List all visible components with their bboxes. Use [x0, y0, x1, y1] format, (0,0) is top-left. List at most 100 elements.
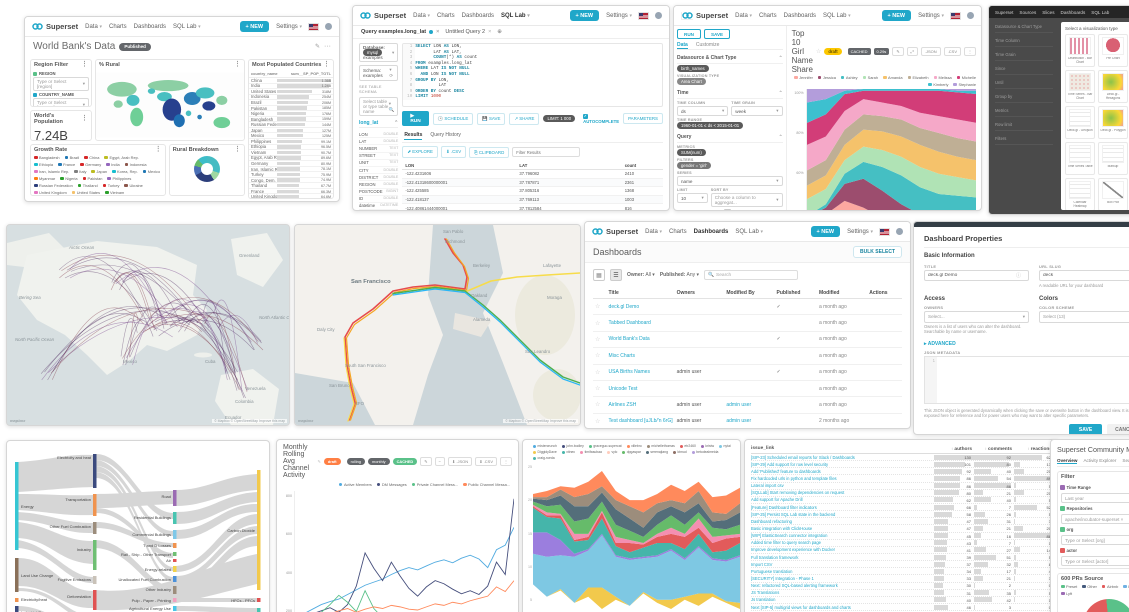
edit-icon[interactable]: ✎ [892, 47, 904, 56]
col-header[interactable]: sum__SP_POP_TOTL [290, 71, 331, 76]
viz-type-card[interactable]: Deck.gl - Hexagons [1098, 70, 1128, 103]
legend-item[interactable]: ktmud [672, 450, 687, 454]
col-modified[interactable]: Modified [816, 287, 868, 299]
legend-item[interactable]: vylc [606, 450, 617, 454]
mapbox-logo[interactable]: mapbox [10, 418, 26, 423]
favorite-star-icon[interactable]: ☆ [595, 386, 601, 393]
favorite-star-icon[interactable]: ☆ [595, 336, 601, 343]
table-row[interactable]: Germany 80.9M [249, 160, 333, 167]
more-icon[interactable]: ⋮ [500, 457, 512, 466]
country-select[interactable]: Type or Select [country]▾ [33, 98, 89, 106]
arc-map[interactable] [7, 225, 289, 425]
favorite-star-icon[interactable]: ☆ [595, 418, 601, 425]
table-row[interactable]: Bangladesh 159M [249, 116, 333, 123]
new-button[interactable]: + NEW [239, 21, 270, 32]
issue-row[interactable]: [SECURITY] Integration - Phase 1 33 21 3 [751, 575, 1052, 583]
metric-chip[interactable]: SUM(num) [677, 149, 706, 156]
legend-item[interactable]: Japan [91, 169, 107, 174]
dashboard-link[interactable]: World Bank's Data [608, 336, 650, 343]
table-row[interactable]: Vietnam 90.7M [249, 149, 333, 156]
favorite-star-icon[interactable]: ☆ [595, 353, 601, 360]
dashboard-link[interactable]: Test dashboard [uJLb/'n 6rG] [608, 418, 673, 425]
nav-item-sqllab[interactable]: SQL Lab ▾ [173, 23, 201, 30]
clipboard-button[interactable]: ⎘ CLIPBOARD [469, 146, 510, 158]
settings-menu[interactable]: Settings ▾ [918, 12, 944, 19]
legend-item[interactable]: timifasubaa [580, 450, 602, 454]
download-json-button[interactable]: ⬇ .JSON [447, 457, 473, 466]
settings-menu[interactable]: Settings ▾ [606, 12, 632, 19]
legend-item[interactable]: Public Channel Messa... [463, 482, 510, 487]
prs-source-pie-chart[interactable]: Dropbox: 82 (13.67%) Airbnb: 88 (14.67%)… [1083, 599, 1129, 612]
new-button[interactable]: + NEW [881, 10, 912, 21]
rural-donut-chart[interactable] [193, 156, 220, 182]
query-tab[interactable]: Untitled Query 2 × [445, 29, 492, 35]
legend-item[interactable]: xtinec [561, 450, 575, 454]
language-flag-icon[interactable] [308, 22, 319, 31]
expand-icon[interactable]: ⤢ [906, 47, 918, 56]
legend-item[interactable]: betodealmeida [691, 450, 718, 454]
table-row[interactable]: Philippines 99.1M [249, 138, 333, 145]
schema-column-row[interactable]: ID DOUBLE [359, 196, 399, 203]
query-tab[interactable]: Query examples.long_lat × [361, 29, 440, 35]
limit-select[interactable]: 10 ▾ [677, 193, 708, 203]
kebab-icon[interactable]: ⋮ [234, 61, 241, 68]
issue-link[interactable]: Add support for Apache Drill [751, 497, 803, 503]
published-filter[interactable]: Any ▾ [686, 272, 700, 278]
legend-item[interactable]: villebro [626, 444, 642, 448]
kebab-icon[interactable]: ⋮ [81, 115, 88, 122]
filter-chip[interactable]: gender = 'girl' [677, 162, 711, 169]
schema-select[interactable]: Schema: examples ▾ ⟳ [359, 65, 399, 81]
run-query-button[interactable]: RUN [677, 29, 701, 39]
table-name[interactable]: long_lat [359, 120, 379, 126]
col-reactions[interactable]: ↕ reactions [1027, 445, 1052, 452]
col-comments[interactable]: ↕ comments [984, 445, 1012, 452]
issue-link[interactable]: Portuguese translation [751, 568, 793, 574]
nav-item-data[interactable]: Data ▾ [735, 12, 752, 19]
legend-item[interactable]: Amanda [883, 75, 903, 80]
nav-item-sqllab[interactable]: SQL Lab ▾ [501, 12, 530, 19]
issue-row[interactable]: Full translation framework 39 51 5 [751, 554, 1052, 562]
limit-badge[interactable]: LIMIT: 1 000 [543, 115, 576, 122]
tab-overview[interactable]: Overview [1057, 458, 1078, 464]
published-badge[interactable]: Published [119, 42, 151, 51]
legend-item[interactable]: China [84, 155, 99, 160]
table-select[interactable]: Select table or type table name ▾ 🔍 [359, 97, 399, 116]
dashboard-link[interactable]: USA Births Names [608, 369, 650, 376]
more-icon[interactable]: ⋮ [964, 47, 976, 56]
issue-row[interactable]: Improve development experience with Dock… [751, 547, 1052, 554]
issue-link[interactable]: JS Translations [751, 590, 780, 596]
col-header[interactable]: LAT [516, 161, 622, 170]
language-flag-icon[interactable] [879, 227, 890, 236]
col-issue-link[interactable]: issue_link [751, 445, 775, 451]
legend-item[interactable]: Korea, Rep. [112, 169, 138, 174]
dashboard-row[interactable]: ☆ Unicode Test a month ago [593, 380, 902, 398]
nav-item[interactable]: Superset [995, 9, 1014, 15]
table-row[interactable]: Pakistan 185M [249, 105, 333, 112]
result-row[interactable]: -122.418137 37.769113 1003 [402, 195, 663, 205]
csv-button[interactable]: ⬇ .CSV [440, 146, 467, 158]
save-button[interactable]: SAVE [1068, 424, 1103, 434]
download-csv-button[interactable]: ⬇ .CSV [475, 457, 497, 466]
kebab-icon[interactable]: ⋮ [234, 146, 241, 153]
path-map[interactable] [295, 225, 580, 425]
legend-item[interactable]: Kimberly [928, 82, 948, 87]
issue-row[interactable]: [SIP-25] Persist SQL Lab state in the ba… [751, 511, 1052, 519]
tab-customize[interactable]: Customize [695, 42, 720, 48]
legend-item[interactable]: john.bodley [561, 444, 584, 448]
section-time[interactable]: Time [677, 90, 689, 96]
new-button[interactable]: + NEW [569, 10, 600, 21]
dashboard-link[interactable]: Airlines ZSH [608, 401, 637, 408]
stream-chart[interactable] [533, 462, 740, 612]
legend-item[interactable]: Thailand [77, 183, 98, 188]
issue-link[interactable]: Lateral import csv [751, 483, 784, 489]
legend-item[interactable]: Dropbox [1123, 584, 1129, 589]
viz-type-card[interactable]: Calendar Heatmap [1065, 178, 1095, 210]
table-row[interactable]: Turkey 75.9M [249, 172, 333, 178]
filter-control[interactable]: Last year▾ [1061, 493, 1129, 503]
datasource-chip[interactable]: birth_names [677, 65, 709, 72]
issue-link[interactable]: Next: refactored SQL-based alerting fram… [751, 583, 838, 589]
legend-item[interactable]: Jessica [817, 75, 836, 80]
nav-item[interactable]: SQL Lab [1091, 9, 1110, 15]
issue-row[interactable]: Import CSV 37 32 8 [751, 561, 1052, 569]
table-row[interactable]: China 1.36B [249, 77, 333, 84]
